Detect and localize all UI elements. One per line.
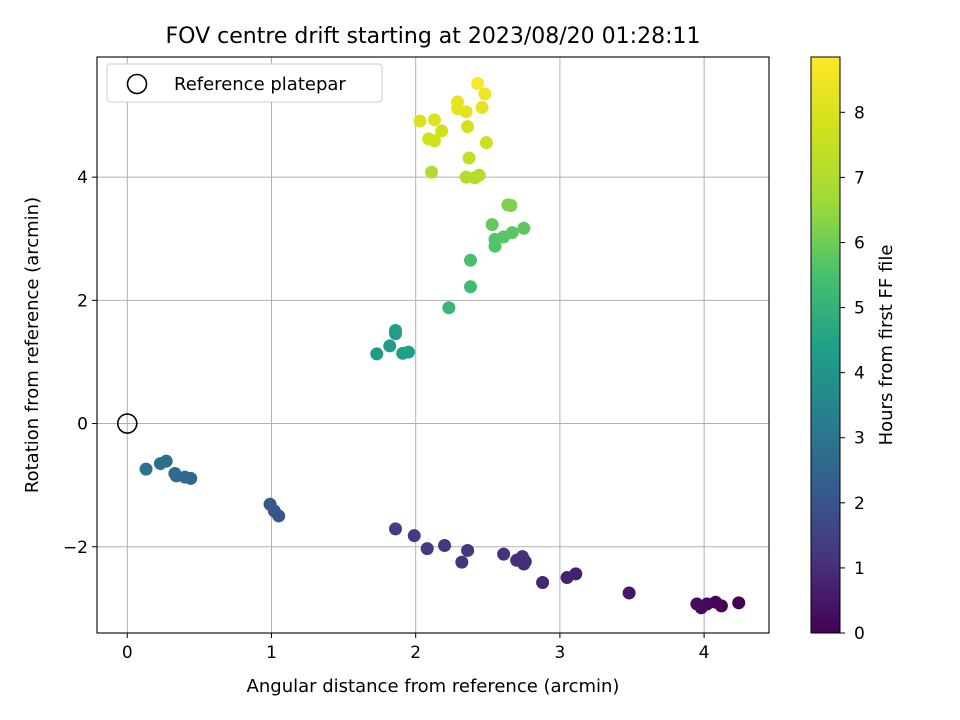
data-point — [425, 165, 439, 179]
chart-title: FOV centre drift starting at 2023/08/20 … — [166, 24, 701, 49]
data-point — [560, 571, 574, 585]
data-point — [153, 457, 167, 471]
x-axis-label: Angular distance from reference (arcmin) — [247, 676, 620, 697]
colorbar-label: Hours from first FF file — [876, 245, 897, 446]
data-point — [462, 151, 476, 165]
data-point — [485, 218, 499, 232]
data-point — [475, 101, 489, 115]
data-point — [370, 347, 384, 361]
data-point — [413, 114, 427, 128]
colorbar-tick-label: 8 — [854, 103, 865, 123]
y-tick-label: 2 — [77, 291, 88, 311]
colorbar-tick-label: 0 — [854, 624, 865, 644]
plot-frame — [96, 56, 770, 634]
colorbar-tick-label: 5 — [854, 299, 865, 319]
x-tick-label: 0 — [122, 643, 133, 663]
colorbar-tick-label: 7 — [854, 168, 865, 188]
data-point — [461, 120, 475, 134]
data-point — [497, 547, 511, 561]
x-axis-ticks: 0 1 2 3 4 — [122, 633, 710, 663]
legend-box — [106, 63, 383, 103]
legend: Reference platepar — [106, 63, 383, 103]
data-point — [139, 462, 153, 476]
colorbar-tick-label: 4 — [854, 364, 865, 384]
data-point — [536, 575, 550, 589]
data-point — [427, 113, 441, 127]
y-tick-label: −2 — [63, 538, 88, 558]
colorbar-tick-label: 6 — [854, 233, 865, 253]
data-point — [420, 542, 434, 556]
x-tick-label: 2 — [410, 643, 421, 663]
data-point — [435, 124, 449, 138]
data-points — [139, 76, 746, 615]
data-point — [471, 76, 485, 90]
data-point — [389, 324, 403, 338]
reference-platepar-marker — [116, 413, 138, 434]
data-point — [505, 226, 519, 240]
x-tick-label: 4 — [699, 643, 710, 663]
legend-entry-label: Reference platepar — [174, 74, 346, 95]
colorbar-tick-label: 1 — [854, 559, 865, 579]
data-point — [463, 280, 477, 294]
data-point — [517, 221, 531, 235]
colorbar-tick-label: 3 — [854, 429, 865, 449]
legend-marker-icon — [126, 73, 148, 95]
data-point — [442, 301, 456, 315]
data-point — [463, 253, 477, 267]
data-point — [451, 95, 465, 109]
data-point — [407, 529, 421, 543]
data-point — [263, 497, 277, 511]
y-tick-label: 0 — [77, 415, 88, 435]
data-point — [401, 345, 415, 359]
data-point — [622, 586, 636, 600]
data-point — [732, 596, 746, 610]
colorbar: 0 1 2 3 4 5 6 7 8 Hours from first FF file — [810, 56, 897, 644]
y-axis-label: Rotation from reference (arcmin) — [22, 197, 43, 493]
data-point — [438, 539, 452, 553]
data-point — [455, 555, 469, 569]
data-point — [690, 597, 704, 611]
data-point — [510, 553, 524, 567]
x-tick-label: 3 — [554, 643, 565, 663]
colorbar-gradient — [810, 56, 841, 634]
x-tick-label: 1 — [266, 643, 277, 663]
colorbar-ticks: 0 1 2 3 4 5 6 7 8 — [840, 103, 865, 644]
data-point — [478, 87, 492, 101]
data-point — [168, 466, 182, 480]
data-point — [427, 134, 441, 148]
y-axis-ticks: −2 0 2 4 — [63, 168, 97, 558]
colorbar-tick-label: 2 — [854, 494, 865, 514]
data-point — [383, 339, 397, 353]
data-point — [472, 168, 486, 182]
y-tick-label: 4 — [77, 168, 88, 188]
data-point — [504, 198, 518, 212]
data-point — [461, 543, 475, 557]
data-point — [479, 136, 493, 150]
data-point — [389, 522, 403, 536]
